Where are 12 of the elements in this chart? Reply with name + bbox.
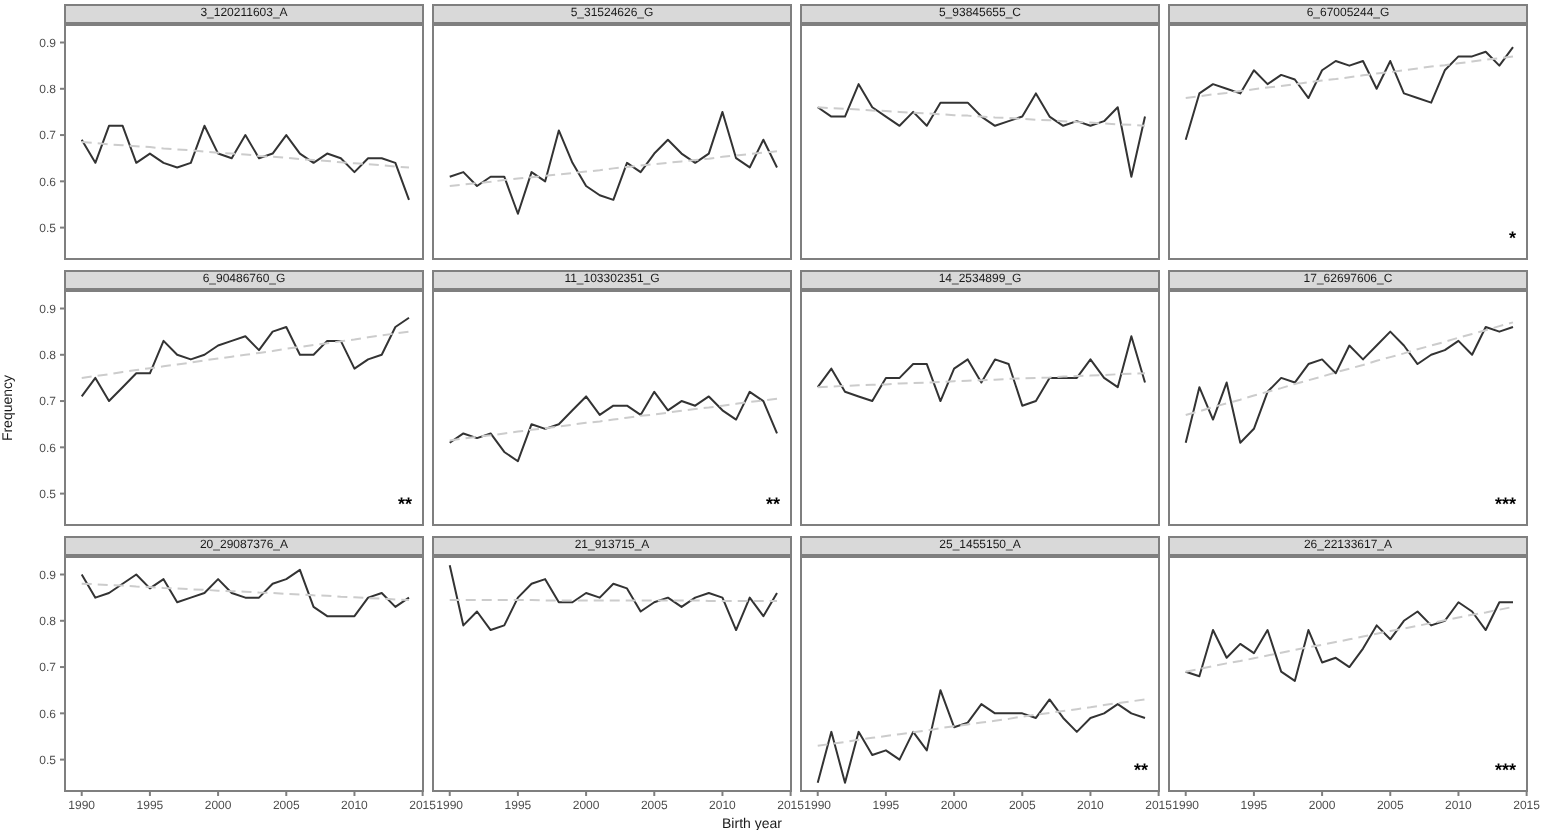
line-series bbox=[80, 124, 410, 201]
line-series bbox=[80, 141, 410, 169]
line-series bbox=[80, 568, 410, 618]
line-series bbox=[80, 316, 410, 403]
annotation: ** bbox=[395, 494, 412, 514]
annotation: ** bbox=[763, 494, 780, 514]
line-series bbox=[80, 582, 410, 601]
annotation: ** bbox=[1131, 760, 1148, 780]
annotation: *** bbox=[1492, 760, 1516, 780]
annotation: * bbox=[1506, 228, 1516, 248]
annotation: *** bbox=[1492, 494, 1516, 514]
line-series bbox=[80, 330, 410, 379]
